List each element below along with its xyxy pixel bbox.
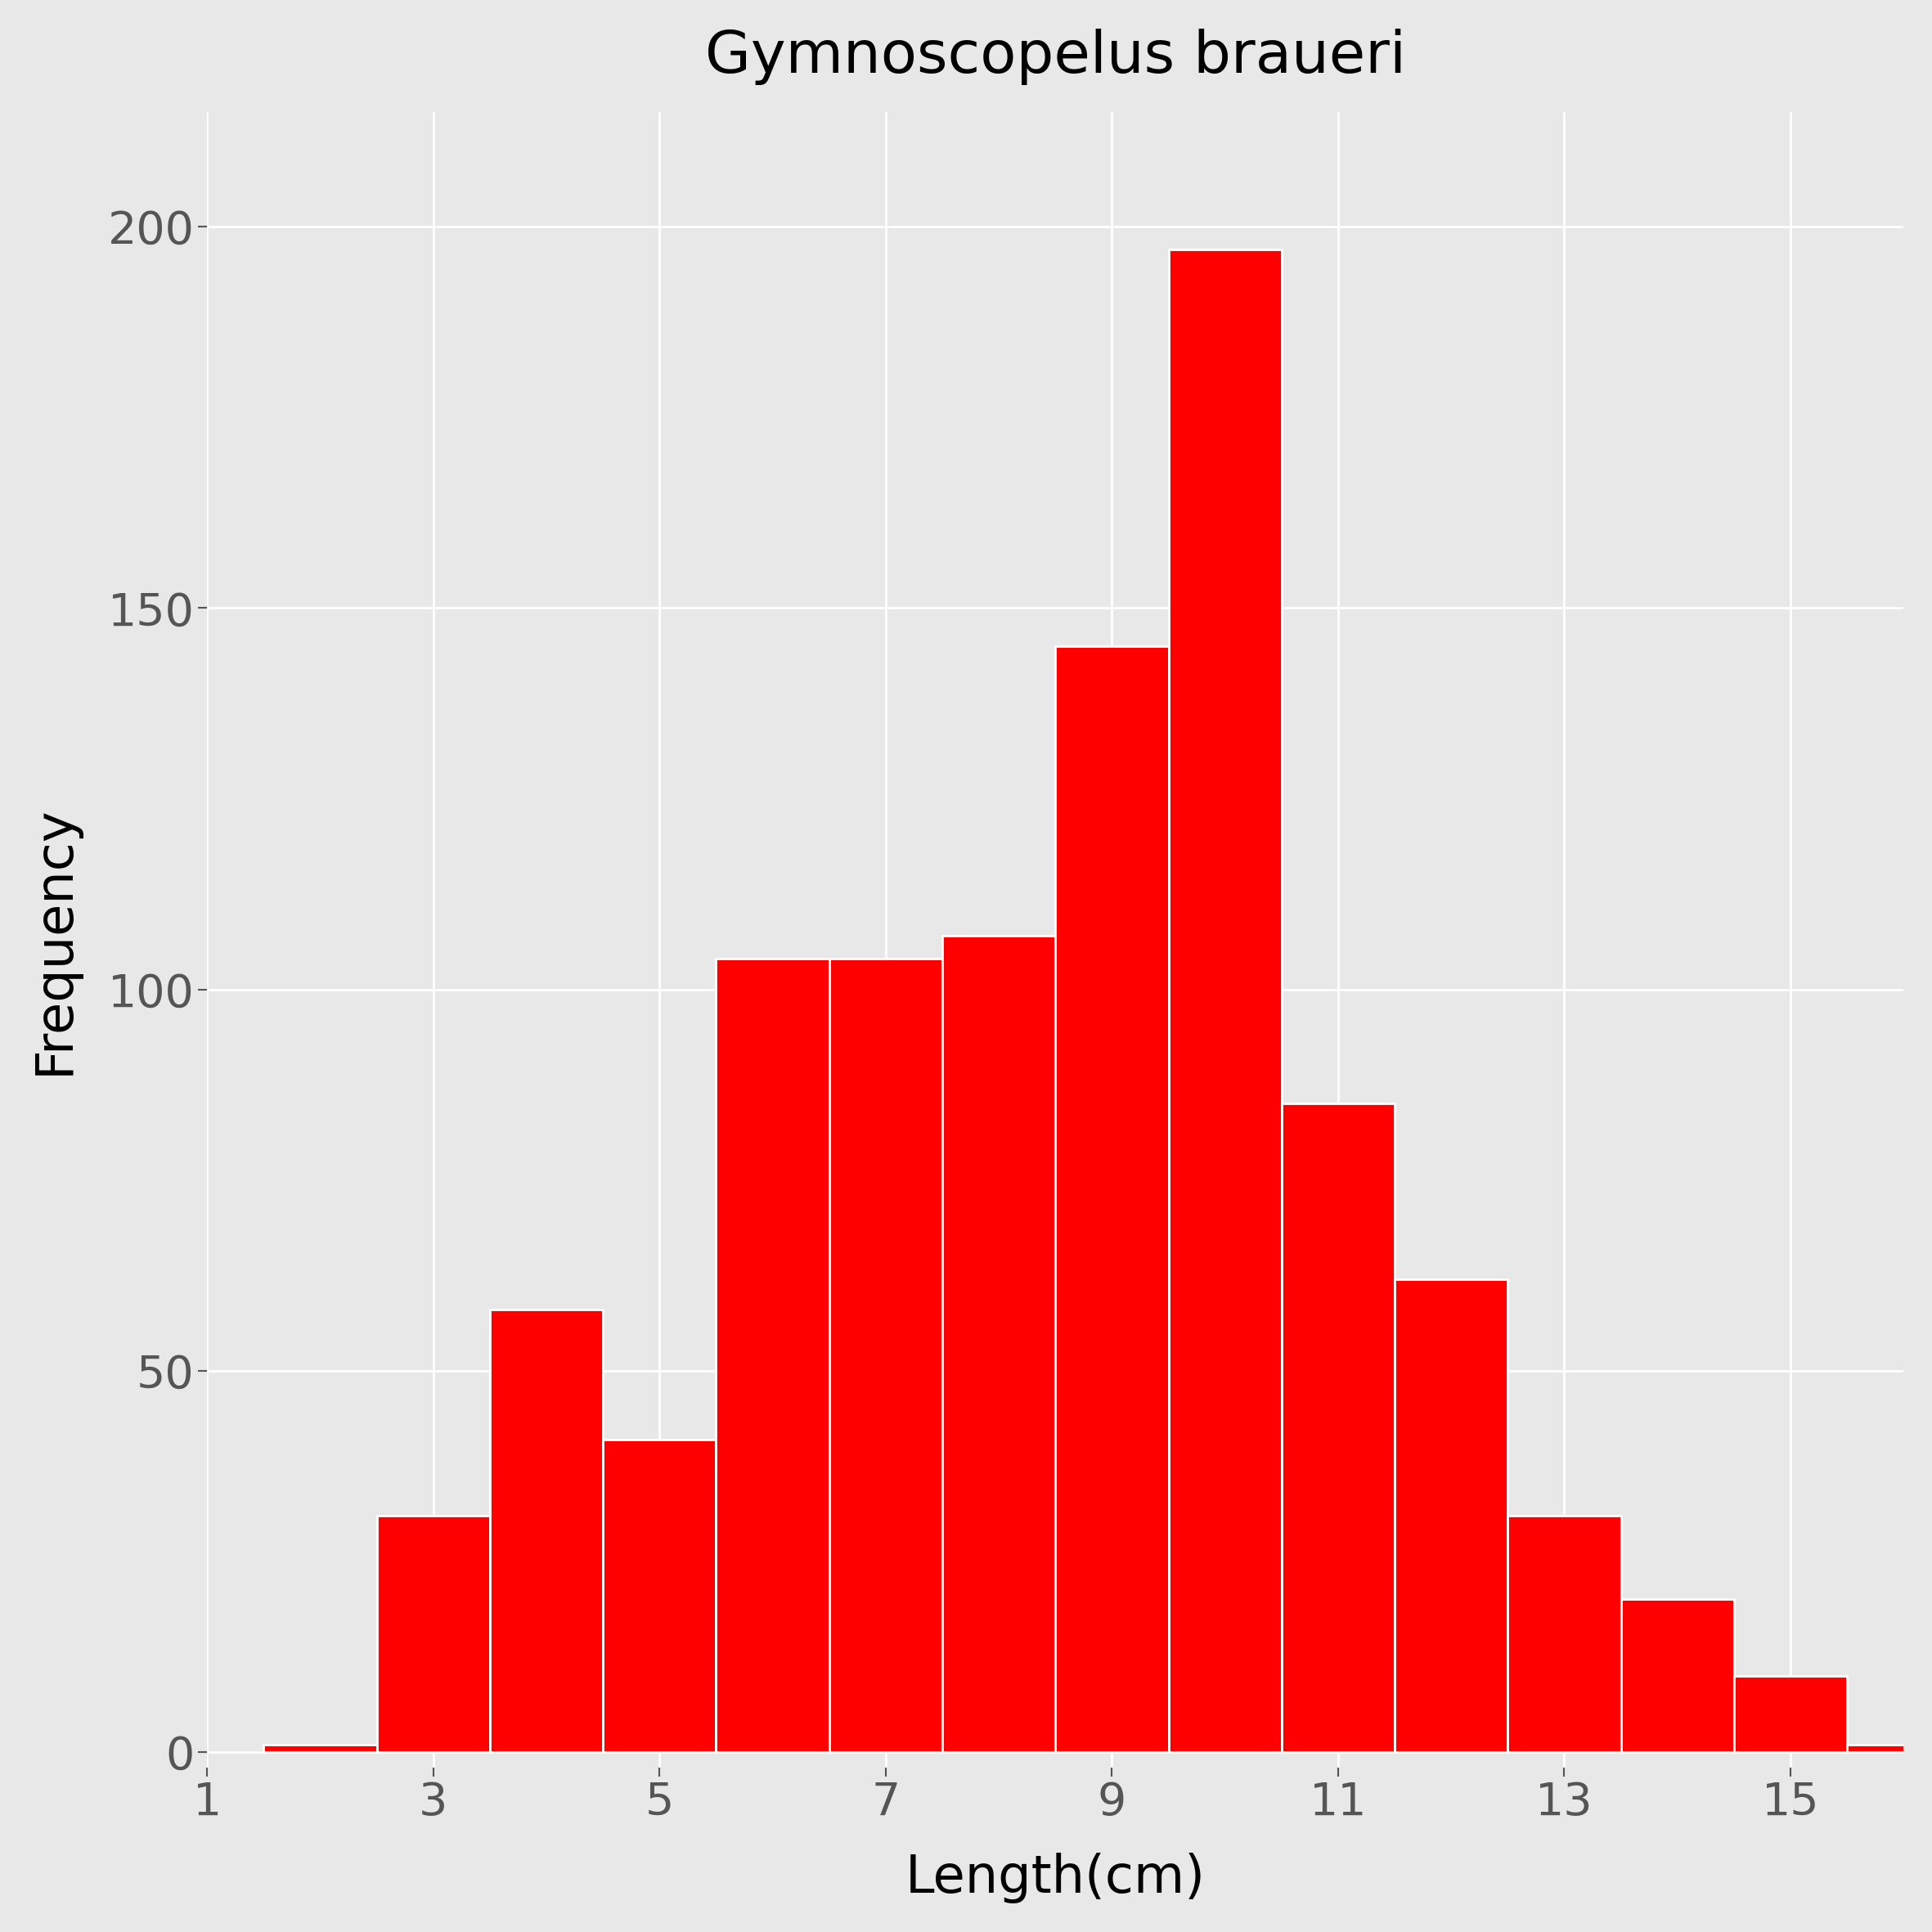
- Bar: [1507, 1515, 1621, 1752]
- Bar: [1055, 645, 1169, 1752]
- Bar: [943, 935, 1055, 1752]
- Bar: [491, 1310, 603, 1752]
- Bar: [265, 1745, 377, 1752]
- Title: Gymnoscopelus braueri: Gymnoscopelus braueri: [705, 29, 1406, 85]
- Bar: [1169, 249, 1281, 1752]
- Bar: [1281, 1103, 1395, 1752]
- X-axis label: Length(cm): Length(cm): [906, 1853, 1206, 1903]
- Y-axis label: Frequency: Frequency: [29, 806, 79, 1074]
- Bar: [377, 1515, 491, 1752]
- Bar: [603, 1439, 717, 1752]
- Bar: [1733, 1675, 1847, 1752]
- Bar: [717, 958, 829, 1752]
- Bar: [1847, 1745, 1932, 1752]
- Bar: [1395, 1279, 1507, 1752]
- Bar: [829, 958, 943, 1752]
- Bar: [1621, 1600, 1733, 1752]
